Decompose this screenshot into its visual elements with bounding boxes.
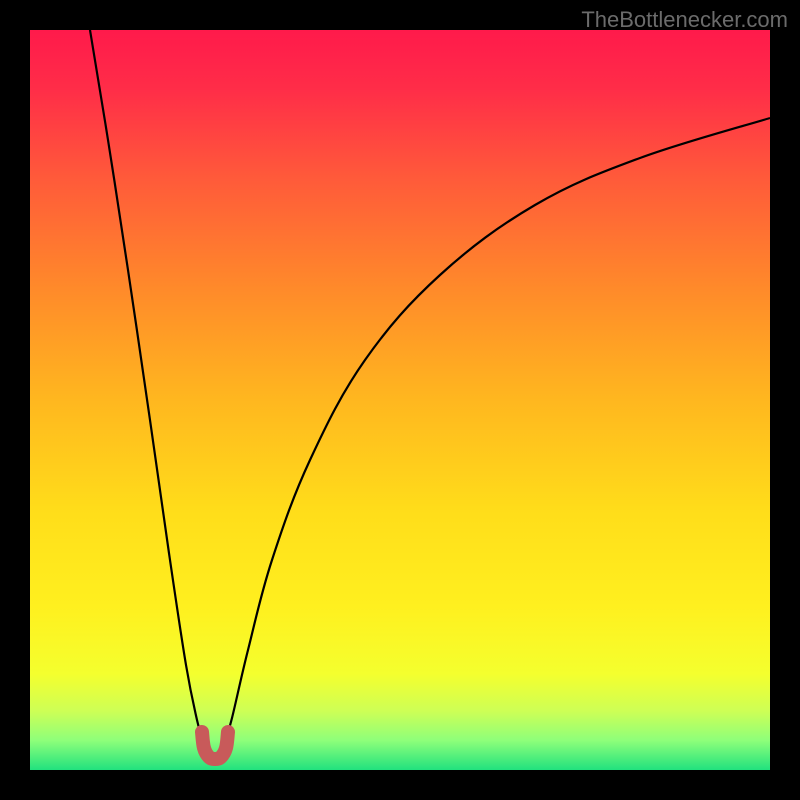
- gradient-background: [30, 30, 770, 770]
- chart-stage: TheBottlenecker.com: [0, 0, 800, 800]
- bottleneck-chart: [0, 0, 800, 800]
- watermark-text: TheBottlenecker.com: [581, 7, 788, 33]
